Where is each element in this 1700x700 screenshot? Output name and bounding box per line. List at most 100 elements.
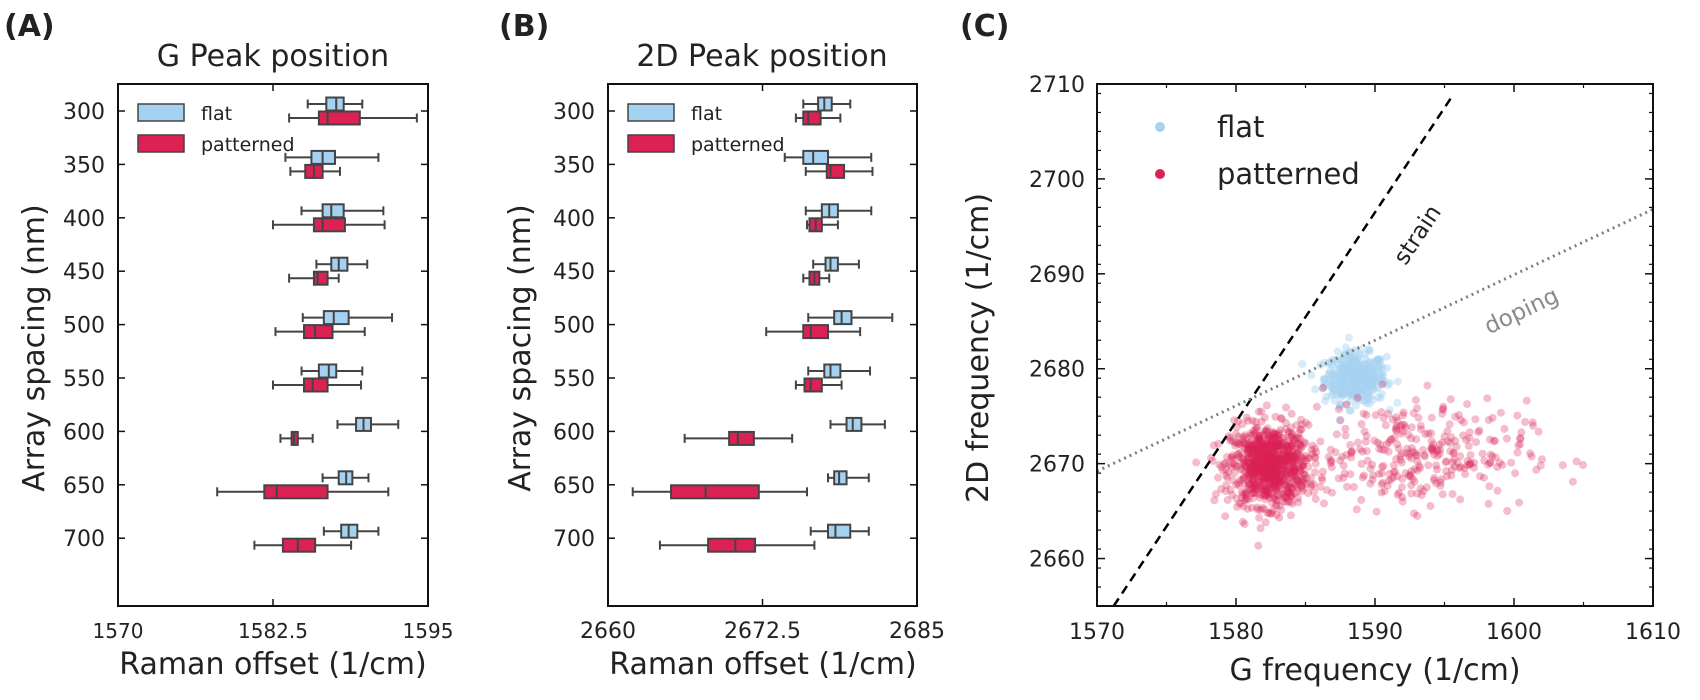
point-flat: [1369, 396, 1378, 405]
point-patterned: [1253, 423, 1262, 432]
box-iqr: [707, 537, 757, 553]
point-patterned: [1252, 468, 1261, 477]
point-patterned: [1558, 461, 1567, 470]
point-patterned: [1290, 457, 1299, 466]
point-patterned: [1222, 471, 1230, 480]
point-patterned: [1276, 478, 1285, 487]
point-flat: [1353, 392, 1362, 401]
point-patterned: [1267, 451, 1276, 460]
point-patterned: [1352, 505, 1361, 514]
point-patterned: [1263, 446, 1272, 455]
panel-b-legend: flat patterned: [627, 103, 785, 156]
point-patterned: [1253, 431, 1262, 440]
point-flat: [1350, 372, 1359, 381]
point-patterned: [1293, 494, 1302, 502]
point-flat: [1358, 373, 1367, 381]
point-patterned: [1270, 443, 1279, 451]
point-patterned: [1260, 451, 1269, 460]
point-flat: [1378, 389, 1386, 398]
box-iqr: [728, 430, 755, 446]
point-patterned: [1238, 434, 1247, 443]
point-patterned: [1270, 461, 1279, 470]
y-tick-label: 350: [63, 153, 105, 178]
point-patterned: [1282, 470, 1291, 479]
point-patterned: [1261, 462, 1270, 471]
legend-swatch-patterned: [627, 134, 675, 153]
point-patterned: [1255, 431, 1264, 440]
point-patterned: [1347, 449, 1356, 457]
point-patterned: [1253, 440, 1262, 449]
point-patterned: [1255, 481, 1264, 490]
box-flat-600: [336, 416, 400, 432]
box-iqr: [833, 470, 848, 486]
point-flat: [1356, 368, 1365, 376]
y-tick-label: 600: [63, 420, 105, 445]
point-patterned: [1308, 449, 1317, 458]
point-flat: [1367, 377, 1376, 386]
point-patterned: [1281, 472, 1289, 481]
point-patterned: [1390, 433, 1399, 442]
point-patterned: [1266, 457, 1275, 466]
point-flat: [1350, 387, 1359, 396]
point-flat: [1318, 384, 1327, 393]
point-patterned: [1266, 460, 1275, 469]
point-patterned: [1282, 442, 1291, 451]
point-patterned: [1240, 520, 1249, 528]
point-flat: [1365, 382, 1374, 391]
point-patterned: [1240, 438, 1248, 447]
panel-b-letter: (B): [499, 9, 549, 44]
point-patterned: [1246, 437, 1255, 446]
point-patterned: [1407, 467, 1416, 476]
point-patterned: [1281, 418, 1290, 427]
point-patterned: [1357, 495, 1366, 504]
point-flat: [1347, 387, 1356, 396]
point-patterned: [1389, 473, 1398, 482]
point-patterned: [1259, 458, 1268, 466]
point-patterned: [1291, 454, 1300, 463]
point-patterned: [1457, 416, 1465, 425]
point-patterned: [1297, 482, 1306, 491]
point-patterned: [1281, 492, 1289, 500]
box-flat-450: [812, 256, 860, 272]
point-patterned: [1291, 444, 1300, 453]
point-flat: [1329, 375, 1338, 384]
x-tick-label: 1590: [1347, 620, 1403, 645]
point-patterned: [1295, 480, 1304, 489]
point-patterned: [1282, 454, 1291, 463]
point-patterned: [1251, 479, 1260, 488]
point-flat: [1344, 368, 1353, 377]
legend-label-patterned: patterned: [1217, 157, 1360, 191]
box-patterned-350: [804, 163, 874, 179]
point-patterned: [1255, 434, 1264, 443]
point-patterned: [1251, 467, 1260, 476]
point-patterned: [1268, 461, 1276, 470]
point-patterned: [1239, 438, 1247, 447]
point-flat: [1355, 363, 1364, 372]
point-patterned: [1288, 483, 1296, 492]
point-patterned: [1277, 444, 1286, 453]
point-patterned: [1262, 468, 1271, 476]
point-flat: [1337, 389, 1346, 398]
point-patterned: [1358, 447, 1367, 456]
point-flat: [1340, 361, 1348, 370]
point-flat: [1356, 372, 1365, 381]
point-flat: [1363, 369, 1372, 378]
point-patterned: [1288, 499, 1297, 508]
point-patterned: [1387, 435, 1396, 444]
point-patterned: [1398, 493, 1407, 502]
point-patterned: [1378, 380, 1387, 389]
point-patterned: [1413, 511, 1422, 520]
point-patterned: [1407, 444, 1416, 453]
point-patterned: [1246, 480, 1255, 489]
point-patterned: [1274, 480, 1283, 489]
point-patterned: [1287, 451, 1296, 460]
point-patterned: [1289, 471, 1298, 480]
point-flat: [1357, 386, 1366, 394]
point-patterned: [1285, 439, 1294, 448]
point-patterned: [1295, 429, 1304, 437]
point-patterned: [1240, 458, 1249, 467]
point-patterned: [1232, 480, 1241, 489]
point-patterned: [1261, 492, 1270, 500]
point-patterned: [1290, 452, 1299, 461]
point-patterned: [1274, 455, 1283, 464]
